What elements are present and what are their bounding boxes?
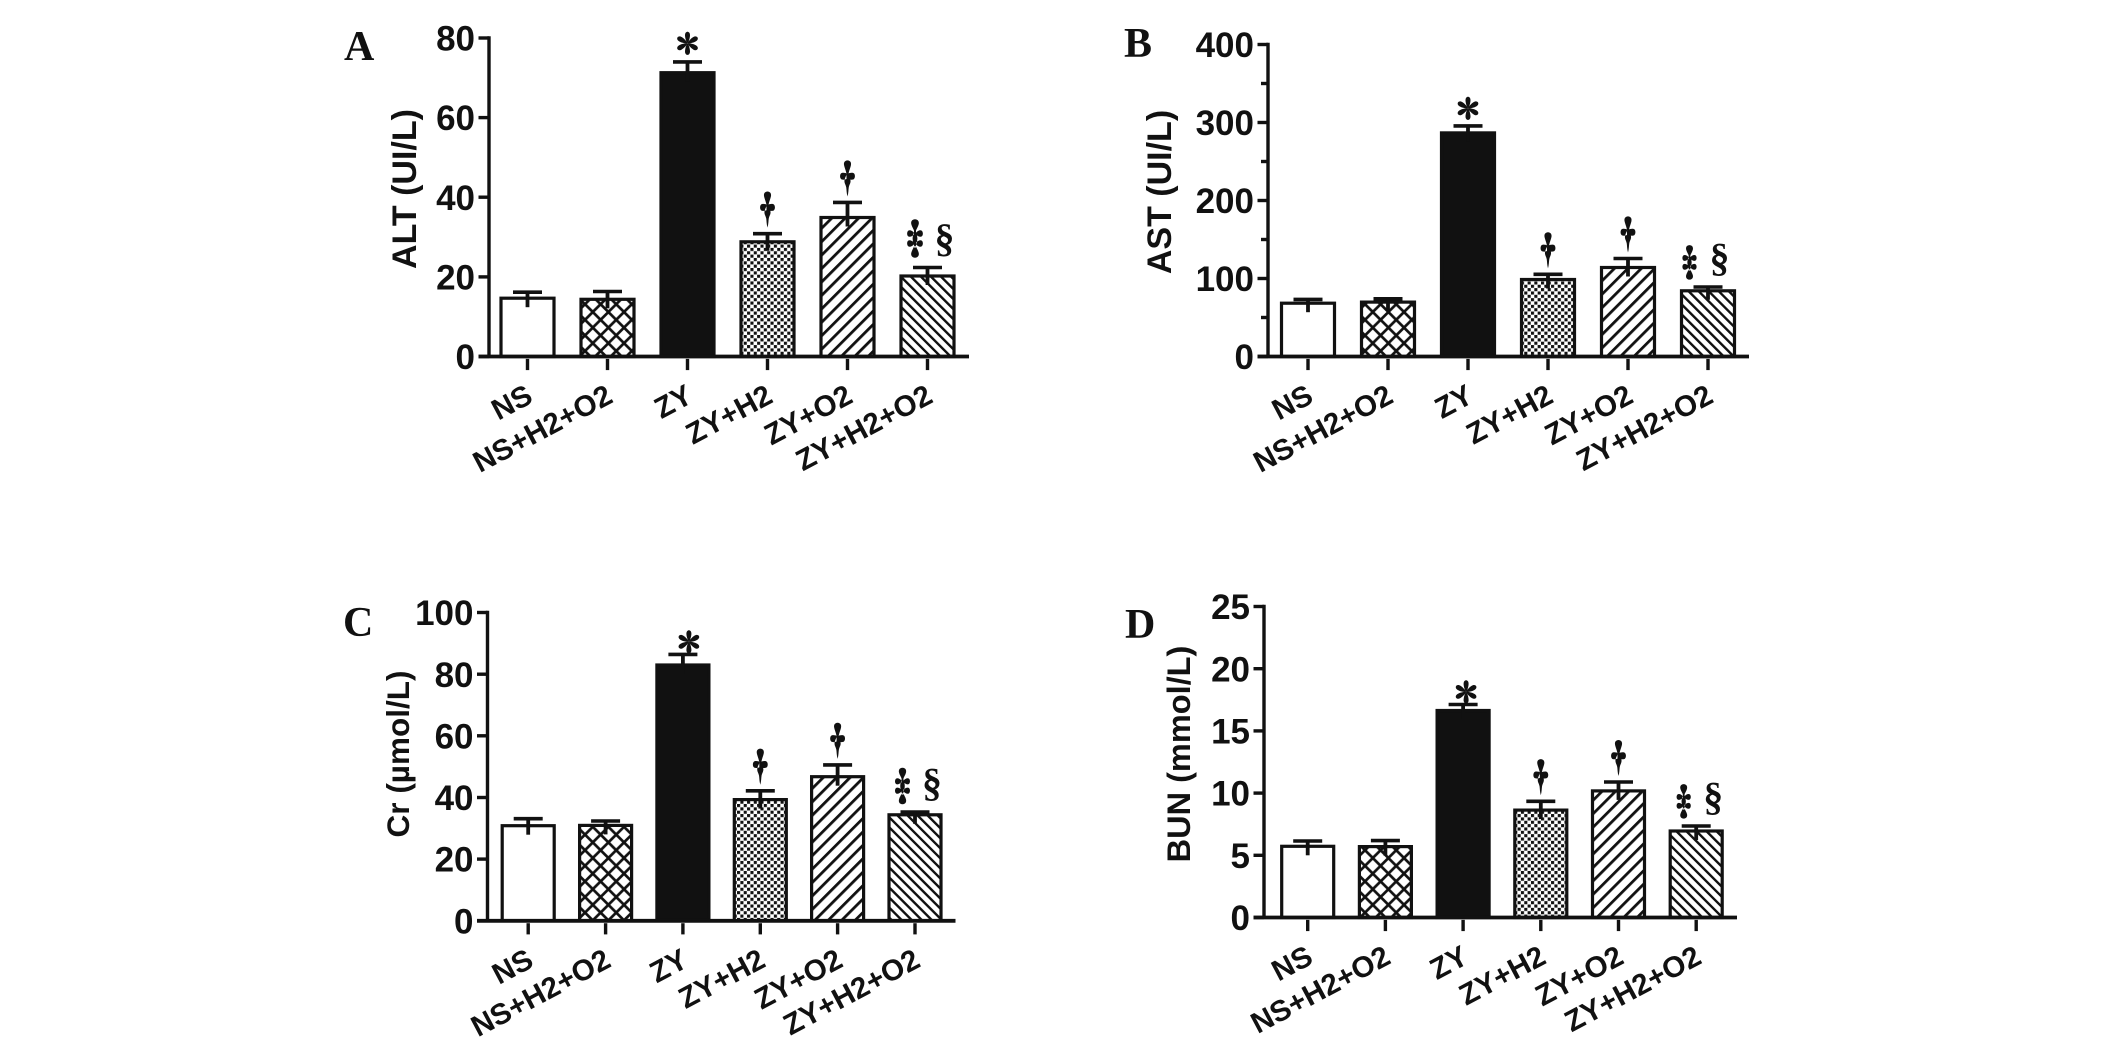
svg-text:§: § [935,216,955,261]
svg-text:BUN (mmol/L): BUN (mmol/L) [1161,646,1197,863]
svg-text:400: 400 [1196,26,1254,65]
svg-text:60: 60 [436,99,475,138]
svg-text:AST (UI/L): AST (UI/L) [1141,110,1179,274]
svg-text:D: D [1125,602,1155,648]
svg-text:15: 15 [1211,713,1250,752]
svg-text:0: 0 [454,902,473,941]
svg-text:40: 40 [435,779,474,818]
svg-text:§: § [922,760,942,805]
svg-text:80: 80 [435,656,474,695]
svg-text:10: 10 [1211,775,1250,814]
svg-text:B: B [1124,21,1152,67]
svg-text:20: 20 [436,259,475,298]
svg-text:25: 25 [1211,588,1250,627]
svg-text:0: 0 [1231,899,1250,938]
svg-text:A: A [344,24,375,70]
svg-text:0: 0 [456,338,475,377]
svg-text:40: 40 [436,179,475,218]
svg-text:§: § [1710,235,1730,280]
svg-text:300: 300 [1196,104,1254,143]
svg-text:60: 60 [435,717,474,756]
svg-text:100: 100 [1196,260,1254,299]
svg-text:80: 80 [436,20,475,59]
svg-text:20: 20 [435,841,474,880]
svg-text:Cr (µmol/L): Cr (µmol/L) [380,671,416,838]
svg-text:20: 20 [1211,650,1250,689]
svg-text:100: 100 [415,594,473,633]
svg-text:ALT (UI/L): ALT (UI/L) [386,109,424,269]
svg-text:C: C [343,600,373,646]
svg-text:0: 0 [1235,338,1254,377]
svg-text:5: 5 [1231,837,1250,876]
svg-text:§: § [1703,774,1723,819]
svg-text:200: 200 [1196,182,1254,221]
